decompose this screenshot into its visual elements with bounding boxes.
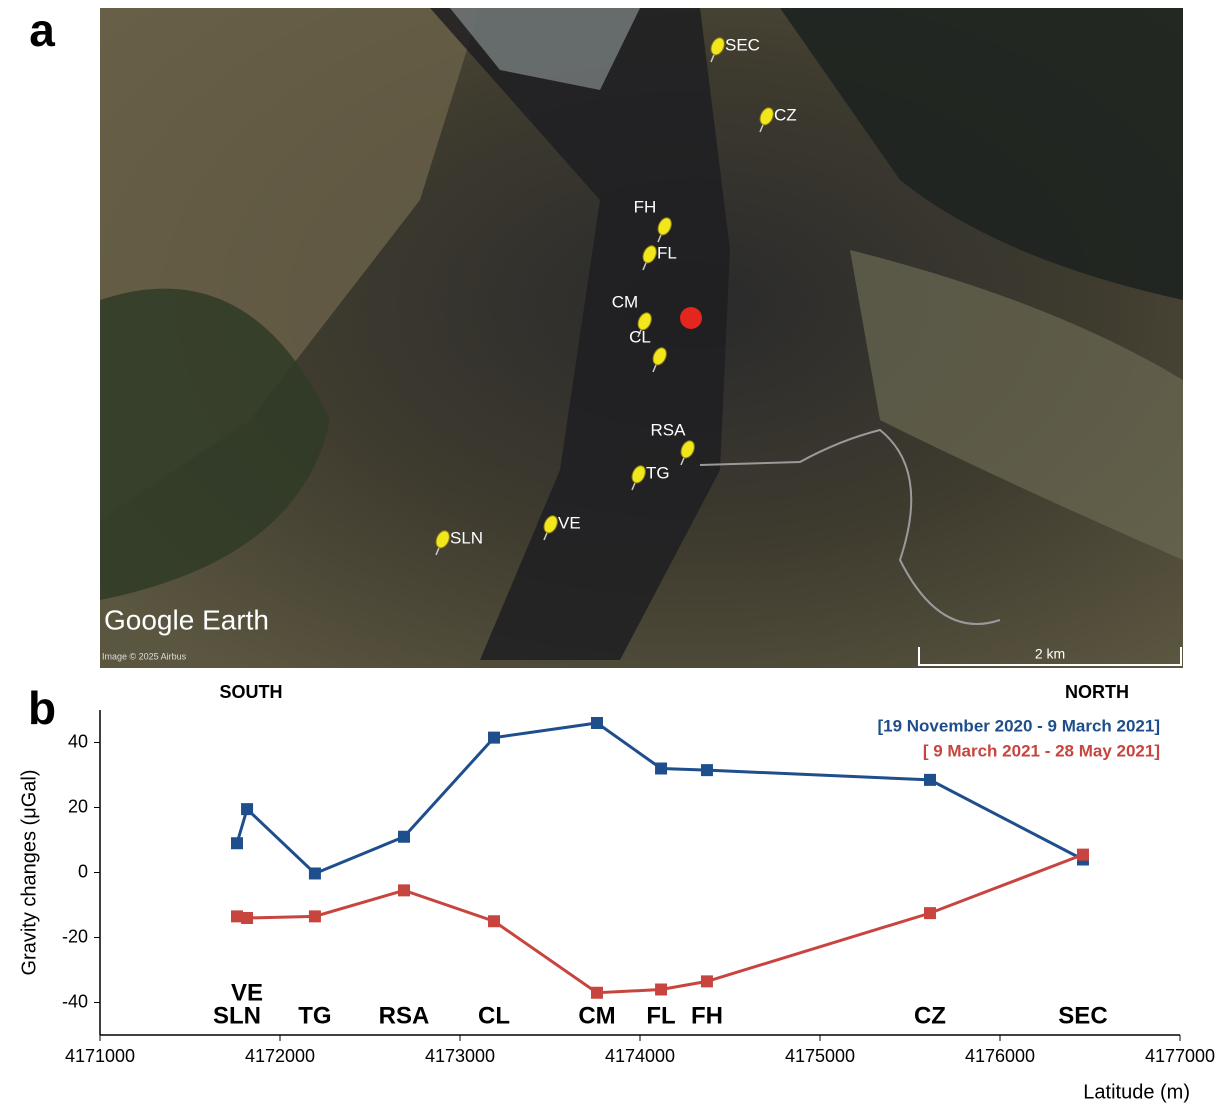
marker-label: SEC	[725, 35, 760, 54]
marker-label: FH	[634, 197, 657, 216]
point	[591, 987, 603, 999]
point	[488, 732, 500, 744]
station-label: CM	[578, 1002, 615, 1029]
event-location	[680, 307, 702, 329]
point	[655, 984, 667, 996]
point	[655, 763, 667, 775]
station-label: TG	[298, 1002, 331, 1029]
marker-label: VE	[558, 513, 581, 532]
point	[924, 907, 936, 919]
x-tick-label: 4172000	[245, 1046, 315, 1066]
point	[241, 803, 253, 815]
point	[1077, 849, 1089, 861]
point	[591, 717, 603, 729]
x-tick-label: 4171000	[65, 1046, 135, 1066]
series-line	[237, 855, 1083, 993]
station-label: CZ	[914, 1002, 946, 1029]
y-tick-label: 20	[68, 796, 88, 816]
x-tick-label: 4173000	[425, 1046, 495, 1066]
figure: a Google Earth Image © 2025 Airbus 2 km …	[0, 0, 1228, 1108]
station-label: SEC	[1058, 1002, 1107, 1029]
x-tick-label: 4177000	[1145, 1046, 1215, 1066]
point	[924, 774, 936, 786]
point	[241, 912, 253, 924]
station-label: CL	[478, 1002, 510, 1029]
point	[398, 884, 410, 896]
x-tick-label: 4175000	[785, 1046, 855, 1066]
panel-label: a	[29, 4, 55, 56]
point	[309, 910, 321, 922]
scale-label: 2 km	[1035, 646, 1065, 662]
point	[701, 764, 713, 776]
point	[488, 915, 500, 927]
map-imagery: Image © 2025 Airbus	[102, 651, 187, 661]
station-label: SLN	[213, 1002, 261, 1029]
marker-label: SLN	[450, 528, 483, 547]
y-tick-label: 0	[78, 861, 88, 881]
marker-label: CZ	[774, 105, 797, 124]
x-tick-label: 4174000	[605, 1046, 675, 1066]
marker-label: CM	[612, 292, 638, 311]
y-tick-label: -20	[62, 926, 88, 946]
point	[309, 867, 321, 879]
y-tick-label: 40	[68, 731, 88, 751]
point	[398, 831, 410, 843]
station-label: VE	[231, 979, 263, 1006]
annotation: NORTH	[1065, 682, 1129, 702]
y-axis-label: Gravity changes (μGal)	[18, 769, 40, 975]
legend-entry: [ 9 March 2021 - 28 May 2021]	[923, 741, 1160, 760]
marker-label: TG	[646, 463, 670, 482]
x-tick-label: 4176000	[965, 1046, 1035, 1066]
marker-label: FL	[657, 243, 677, 262]
marker-label: RSA	[651, 420, 687, 439]
station-label: FH	[691, 1002, 723, 1029]
panel-label: b	[28, 682, 56, 734]
x-axis-label: Latitude (m)	[1083, 1081, 1190, 1103]
y-tick-label: -40	[62, 991, 88, 1011]
annotation: SOUTH	[220, 682, 283, 702]
station-label: FL	[646, 1002, 675, 1029]
point	[231, 837, 243, 849]
point	[701, 975, 713, 987]
map-credit: Google Earth	[104, 604, 269, 635]
station-label: RSA	[379, 1002, 430, 1029]
marker-label: CL	[629, 327, 651, 346]
legend-entry: [19 November 2020 - 9 March 2021]	[877, 716, 1160, 735]
